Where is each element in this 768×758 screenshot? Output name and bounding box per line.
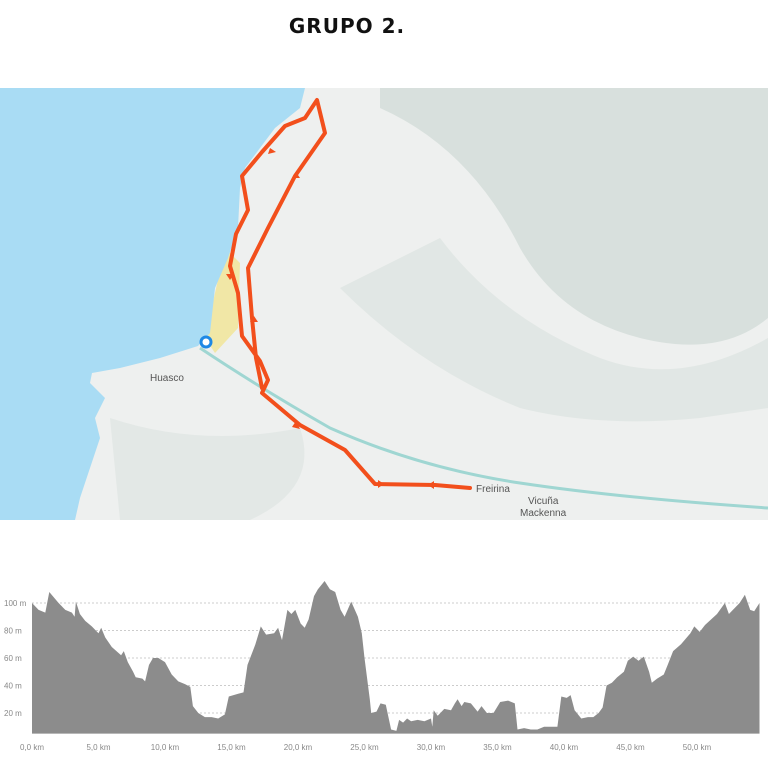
x-tick-label: 40,0 km — [550, 743, 579, 752]
x-tick-label: 15,0 km — [217, 743, 246, 752]
label-vicuna: Vicuña — [528, 496, 559, 507]
y-tick-label: 80 m — [4, 627, 22, 636]
route-map[interactable]: Huasco Freirina Vicuña Mackenna — [0, 88, 768, 520]
elevation-chart: 20 m 40 m 60 m 80 m 100 m 0,0 km 5,0 km 10,0 k… — [4, 581, 760, 752]
terrain-relief — [110, 88, 768, 520]
page-title: GRUPO 2. — [288, 14, 406, 38]
sea — [0, 88, 305, 520]
y-tick-label: 60 m — [4, 654, 22, 663]
x-tick-label: 5,0 km — [86, 743, 110, 752]
route-line — [228, 98, 472, 490]
river — [199, 346, 768, 510]
x-tick-label: 50,0 km — [683, 743, 712, 752]
route-arrows — [226, 148, 434, 489]
label-freirina: Freirina — [476, 484, 510, 495]
y-tick-label: 40 m — [4, 682, 22, 691]
x-tick-label: 10,0 km — [151, 743, 180, 752]
x-tick-label: 30,0 km — [417, 743, 446, 752]
start-marker[interactable] — [199, 335, 213, 349]
label-mackenna: Mackenna — [520, 508, 567, 519]
x-tick-label: 0,0 km — [20, 743, 44, 752]
x-tick-label: 45,0 km — [616, 743, 645, 752]
y-tick-label: 100 m — [4, 599, 27, 608]
x-tick-label: 20,0 km — [284, 743, 313, 752]
x-tick-label: 25,0 km — [350, 743, 379, 752]
x-tick-label: 35,0 km — [483, 743, 512, 752]
label-huasco: Huasco — [150, 373, 184, 384]
y-tick-label: 20 m — [4, 709, 22, 718]
elevation-area — [32, 581, 760, 734]
